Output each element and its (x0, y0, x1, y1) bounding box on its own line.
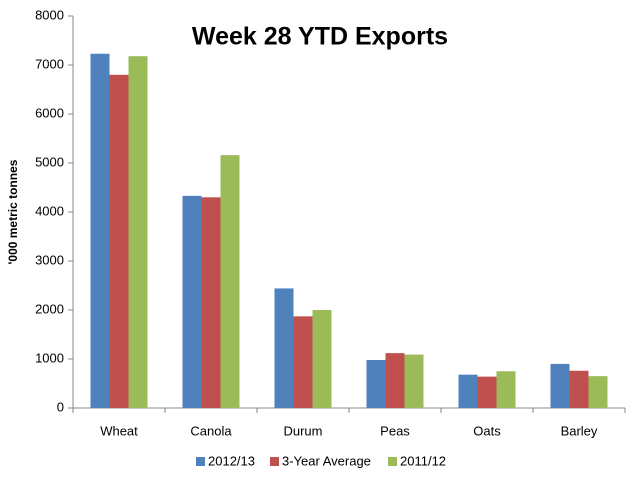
y-axis-label: '000 metric tonnes (6, 159, 20, 264)
legend-label: 2012/13 (208, 453, 255, 468)
bar (385, 353, 405, 408)
bar (201, 197, 221, 408)
bar (293, 316, 313, 408)
legend-swatch (270, 457, 279, 466)
bar (550, 363, 570, 408)
bar (274, 288, 294, 408)
y-tick-label: 4000 (35, 203, 64, 218)
y-tick-label: 7000 (35, 56, 64, 71)
y-tick-label: 0 (57, 399, 64, 414)
bar (366, 359, 386, 408)
bar (312, 310, 332, 408)
x-tick-label: Oats (473, 423, 501, 438)
legend-swatch (196, 457, 205, 466)
chart-title: Week 28 YTD Exports (192, 23, 448, 51)
y-tick-label: 3000 (35, 252, 64, 267)
legend-swatch (388, 457, 397, 466)
y-tick-label: 2000 (35, 301, 64, 316)
y-tick-label: 6000 (35, 105, 64, 120)
bar (569, 370, 589, 408)
bar (90, 53, 110, 408)
x-tick-label: Durum (283, 423, 322, 438)
y-tick-label: 5000 (35, 154, 64, 169)
x-tick-label: Barley (561, 423, 598, 438)
bar (109, 74, 129, 409)
x-tick-label: Wheat (100, 423, 138, 438)
bar (128, 56, 148, 409)
legend-label: 3-Year Average (282, 453, 371, 468)
bar (477, 376, 497, 408)
legend-label: 2011/12 (400, 453, 446, 468)
bar (458, 374, 478, 408)
y-tick-label: 1000 (35, 350, 64, 365)
bar (404, 354, 424, 408)
bar (182, 195, 202, 408)
x-tick-label: Peas (380, 423, 410, 438)
bar (220, 155, 240, 408)
bar (496, 371, 516, 408)
y-tick-label: 8000 (35, 7, 64, 22)
x-tick-label: Canola (190, 423, 232, 438)
bar (588, 376, 608, 408)
